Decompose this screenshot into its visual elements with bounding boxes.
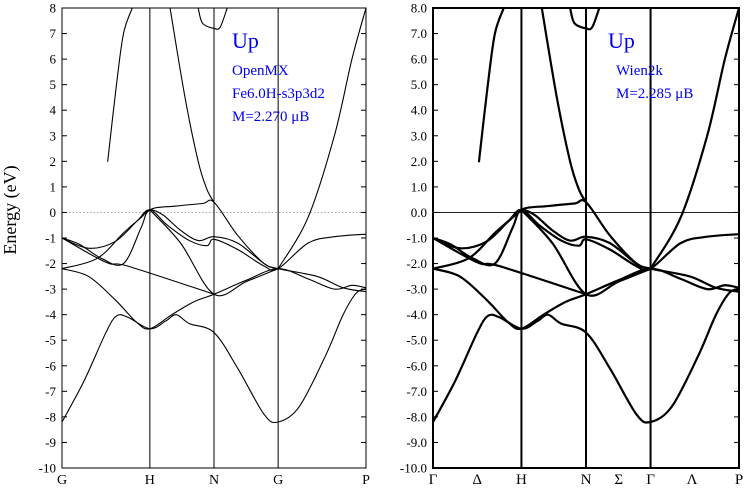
y-tick-label: 2 (50, 154, 57, 169)
x-tick-label: N (209, 473, 219, 488)
panel-annotation: M=2.270 μB (232, 109, 309, 125)
band-line-3 (433, 208, 739, 272)
band-line-0 (433, 288, 739, 424)
band-line-4 (62, 199, 279, 270)
panel-annotation: Up (232, 28, 259, 53)
x-path-label: Δ (472, 472, 482, 488)
y-tick-label: -1 (45, 231, 56, 246)
band-line-7 (107, 8, 133, 162)
y-tick-label: -5 (45, 333, 56, 348)
y-tick-label: 7 (50, 26, 57, 41)
panel-annotation: Fe6.0H-s3p3d2 (232, 86, 325, 102)
y-tick-label: 8.0 (411, 1, 427, 16)
band-line-6 (433, 236, 588, 296)
y-tick-label: -5.0 (406, 333, 427, 348)
band-line-1 (433, 267, 739, 331)
band-line-0 (62, 288, 366, 424)
x-tick-label: H (145, 473, 155, 488)
y-tick-label: 6.0 (411, 52, 427, 67)
y-tick-label: 1 (50, 179, 57, 194)
band-line-1 (62, 268, 366, 330)
y-axis-label: Energy (eV) (0, 165, 21, 254)
x-tick-label: G (57, 473, 67, 488)
x-tick-label: P (362, 473, 370, 488)
y-tick-label: -3 (45, 282, 56, 297)
y-tick-label: -6 (45, 358, 56, 373)
y-tick-label: -7.0 (406, 384, 427, 399)
y-tick-label: -9 (45, 435, 56, 450)
x-tick-label: N (581, 472, 592, 488)
x-path-label: Σ (614, 472, 623, 488)
y-tick-label: -8.0 (406, 409, 427, 424)
y-tick-label: -10.0 (400, 461, 427, 476)
band-line-6 (62, 237, 215, 295)
x-tick-label: H (516, 472, 527, 488)
y-tick-label: 2.0 (411, 154, 427, 169)
y-tick-label: 4 (50, 103, 57, 118)
x-tick-label: Γ (646, 472, 655, 488)
panel-annotation: OpenMX (232, 63, 289, 79)
x-path-label: Λ (687, 472, 698, 488)
y-tick-label: 0.0 (411, 205, 427, 220)
x-tick-label: G (273, 473, 283, 488)
x-tick-label: P (735, 472, 743, 488)
y-tick-label: 6 (50, 52, 57, 67)
band-line-9 (197, 8, 228, 30)
panel-annotation: Wien2k (616, 63, 663, 79)
y-tick-label: -4.0 (406, 307, 427, 322)
panel-annotation: Up (608, 28, 635, 53)
band-line-2 (62, 209, 366, 293)
y-tick-label: -4 (45, 307, 56, 322)
wien2k-band-panel: -10.0 -9.0 -8.0 -7.0 -6.0 -5.0 -4.0 -3.0 -2.0 -1.… (400, 1, 743, 489)
y-tick-label: -1.0 (406, 231, 427, 246)
y-tick-label: -6.0 (406, 358, 427, 373)
y-tick-label: -7 (45, 384, 56, 399)
y-tick-label: 8 (50, 1, 57, 16)
band-line-7 (477, 8, 505, 163)
panel-annotation: M=2.285 μB (616, 86, 693, 102)
y-tick-label: 5.0 (411, 77, 427, 92)
y-tick-label: 7.0 (411, 26, 427, 41)
band-line-3 (62, 209, 366, 271)
x-tick-label: Γ (429, 472, 438, 488)
band-line-9 (568, 8, 601, 31)
band-line-10 (649, 8, 739, 270)
band-line-8 (540, 8, 588, 204)
band-line-4 (433, 198, 652, 270)
y-tick-label: 4.0 (411, 103, 427, 118)
y-tick-label: -3.0 (406, 282, 427, 297)
band-line-8 (169, 8, 215, 203)
y-tick-label: -2.0 (406, 256, 427, 271)
y-tick-label: 3 (50, 128, 57, 143)
y-tick-label: 5 (50, 77, 57, 92)
y-tick-label: -2 (45, 256, 56, 271)
y-tick-label: 0 (50, 205, 57, 220)
band-line-10 (277, 8, 366, 270)
y-tick-label: -10 (39, 461, 56, 476)
y-tick-label: -9.0 (406, 435, 427, 450)
y-tick-label: 3.0 (411, 128, 427, 143)
y-tick-label: -8 (45, 409, 56, 424)
y-tick-label: 1.0 (411, 179, 427, 194)
